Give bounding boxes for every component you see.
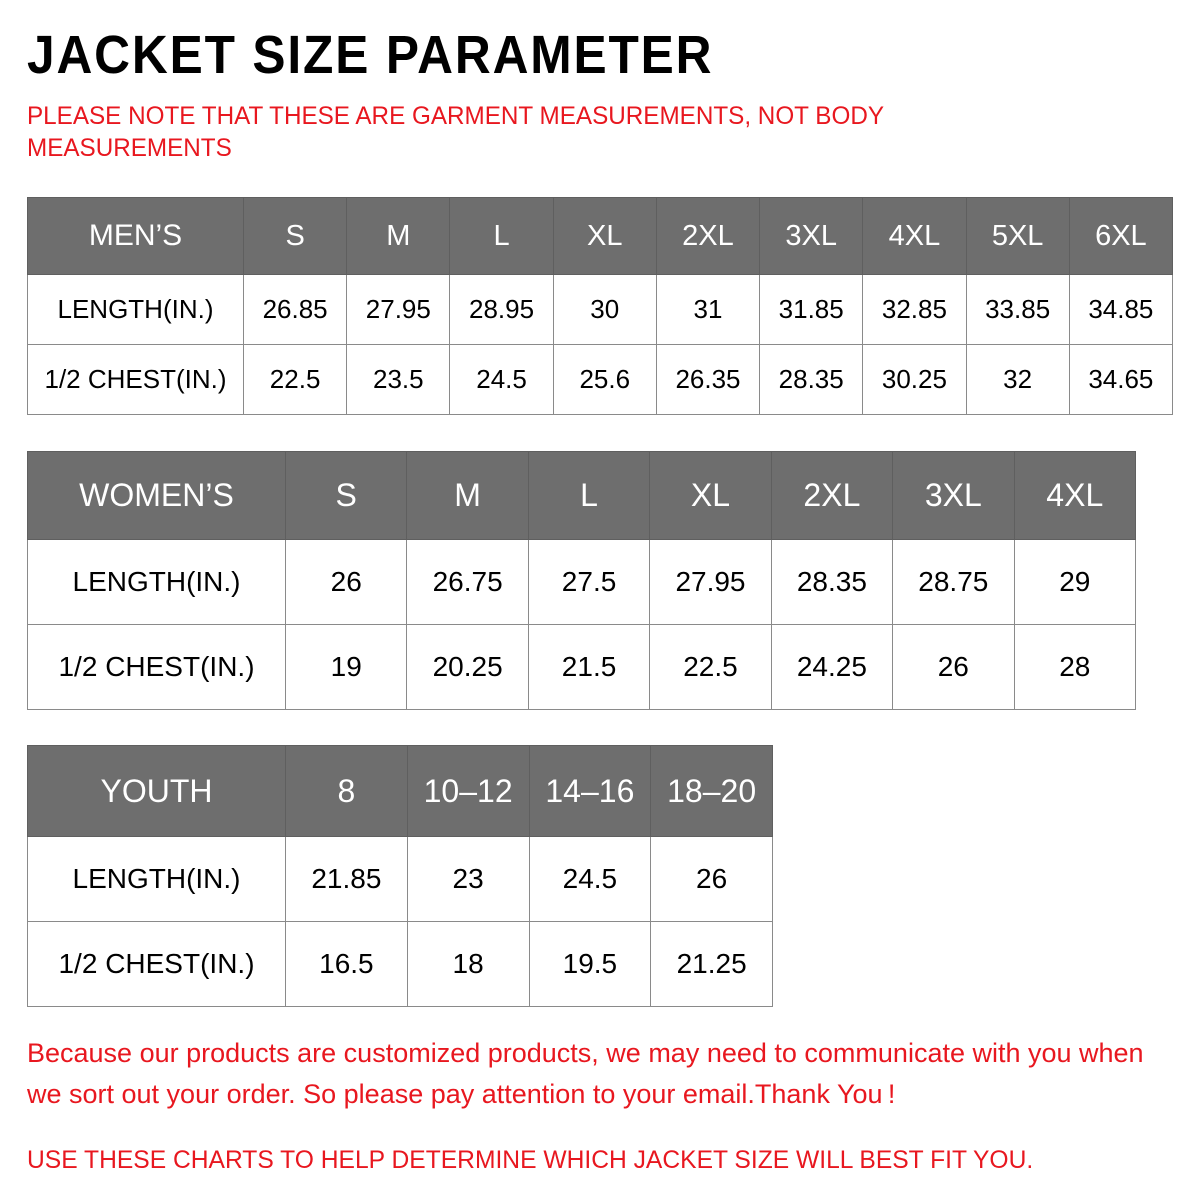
youth-header-row: YOUTH 8 10–12 14–16 18–20 (27, 745, 773, 837)
mens-size-header: S (242, 197, 348, 275)
measurement-cell: 18 (406, 921, 530, 1007)
womens-size-header: 4XL (1013, 451, 1137, 540)
measurement-cell: 28.35 (770, 539, 894, 625)
measurement-cell: 26.85 (242, 274, 348, 345)
measurement-cell: 16.5 (285, 921, 408, 1007)
mens-measurement-label: LENGTH(IN.) (27, 274, 244, 345)
table-row: 1/2 CHEST(IN.) 19 20.25 21.5 22.5 24.25 26 28 (27, 624, 1137, 710)
mens-table-body: LENGTH(IN.) 26.85 27.95 28.95 30 31 31.85 32.85… (27, 274, 1174, 415)
measurement-cell: 23 (406, 836, 530, 922)
womens-size-header: S (284, 451, 408, 540)
measurement-cell: 22.5 (649, 624, 772, 710)
mens-size-header: M (346, 197, 451, 275)
womens-size-table: WOMEN’S S M L XL 2XL 3XL 4XL LENGTH(IN.) 26 26.75… (27, 451, 1137, 710)
measurement-cell: 23.5 (346, 344, 451, 415)
womens-header-row: WOMEN’S S M L XL 2XL 3XL 4XL (27, 451, 1137, 540)
mens-size-header: 5XL (965, 197, 1070, 275)
youth-measurement-label: LENGTH(IN.) (27, 836, 286, 922)
table-row: LENGTH(IN.) 26.85 27.95 28.95 30 31 31.85 32.85… (27, 274, 1174, 345)
customization-note: Because our products are customized prod… (27, 1038, 1144, 1110)
measurement-cell: 21.5 (527, 624, 651, 710)
youth-size-header: 14–16 (528, 745, 652, 837)
womens-size-header: M (406, 451, 529, 540)
mens-measurement-label: 1/2 CHEST(IN.) (27, 344, 244, 415)
measurement-cell: 21.25 (650, 921, 773, 1007)
measurement-cell: 30 (552, 274, 657, 345)
womens-measurement-label: LENGTH(IN.) (27, 539, 286, 625)
measurement-cell: 28.35 (759, 344, 864, 415)
page-title: JACKET SIZE PARAMETER (27, 25, 714, 85)
measurement-cell: 32.85 (862, 274, 967, 345)
measurement-cell: 28.95 (449, 274, 554, 345)
garment-measurement-note: PLEASE NOTE THAT THESE ARE GARMENT MEASU… (27, 102, 884, 162)
youth-size-table: YOUTH 8 10–12 14–16 18–20 LENGTH(IN.) 21.85 23… (27, 745, 773, 1007)
use-charts-note: USE THESE CHARTS TO HELP DETERMINE WHICH… (27, 1146, 1034, 1175)
table-row: LENGTH(IN.) 26 26.75 27.5 27.95 28.35 28.75 29 (27, 539, 1137, 625)
womens-category-header: WOMEN’S (27, 451, 286, 540)
womens-size-header: 2XL (770, 451, 894, 540)
measurement-cell: 26 (892, 624, 1015, 710)
mens-header-row: MEN’S S M L XL 2XL 3XL 4XL 5XL 6XL (27, 197, 1174, 275)
measurement-cell: 27.95 (346, 274, 451, 345)
mens-size-header: 2XL (655, 197, 761, 275)
measurement-cell: 34.85 (1068, 274, 1174, 345)
youth-category-header: YOUTH (27, 745, 286, 837)
measurement-cell: 24.5 (449, 344, 554, 415)
measurement-cell: 28.75 (892, 539, 1015, 625)
measurement-cell: 31.85 (759, 274, 864, 345)
measurement-cell: 27.95 (649, 539, 772, 625)
youth-table-head: YOUTH 8 10–12 14–16 18–20 (27, 745, 773, 837)
womens-size-header: XL (649, 451, 772, 540)
youth-size-header: 10–12 (406, 745, 530, 837)
measurement-cell: 28 (1013, 624, 1137, 710)
youth-table-body: LENGTH(IN.) 21.85 23 24.5 26 1/2 CHEST(IN.) 16… (27, 836, 773, 1007)
womens-size-header: 3XL (892, 451, 1015, 540)
youth-size-header: 8 (285, 745, 408, 837)
womens-table-body: LENGTH(IN.) 26 26.75 27.5 27.95 28.35 28.75 29 1… (27, 539, 1137, 710)
mens-category-header: MEN’S (27, 197, 244, 275)
measurement-cell: 29 (1013, 539, 1137, 625)
youth-size-header: 18–20 (650, 745, 773, 837)
measurement-cell: 31 (655, 274, 761, 345)
mens-size-table: MEN’S S M L XL 2XL 3XL 4XL 5XL 6XL LENGTH(IN.) 26.… (27, 197, 1174, 415)
measurement-cell: 19 (284, 624, 408, 710)
table-row: 1/2 CHEST(IN.) 22.5 23.5 24.5 25.6 26.35 28.35… (27, 344, 1174, 415)
measurement-cell: 26.35 (655, 344, 761, 415)
measurement-cell: 34.65 (1068, 344, 1174, 415)
mens-size-header: XL (552, 197, 657, 275)
womens-size-header: L (527, 451, 651, 540)
measurement-cell: 21.85 (285, 836, 408, 922)
measurement-cell: 24.5 (528, 836, 652, 922)
table-row: LENGTH(IN.) 21.85 23 24.5 26 (27, 836, 773, 922)
measurement-cell: 27.5 (527, 539, 651, 625)
womens-measurement-label: 1/2 CHEST(IN.) (27, 624, 286, 710)
measurement-cell: 32 (965, 344, 1070, 415)
measurement-cell: 33.85 (965, 274, 1070, 345)
measurement-cell: 19.5 (528, 921, 652, 1007)
measurement-cell: 26 (284, 539, 408, 625)
womens-table-head: WOMEN’S S M L XL 2XL 3XL 4XL (27, 451, 1137, 540)
measurement-cell: 20.25 (406, 624, 529, 710)
mens-size-header: 4XL (862, 197, 967, 275)
table-row: 1/2 CHEST(IN.) 16.5 18 19.5 21.25 (27, 921, 773, 1007)
mens-size-header: L (449, 197, 554, 275)
mens-table-head: MEN’S S M L XL 2XL 3XL 4XL 5XL 6XL (27, 197, 1174, 275)
measurement-cell: 30.25 (862, 344, 967, 415)
measurement-cell: 26 (650, 836, 773, 922)
mens-size-header: 6XL (1068, 197, 1174, 275)
measurement-cell: 25.6 (552, 344, 657, 415)
mens-size-header: 3XL (759, 197, 864, 275)
youth-measurement-label: 1/2 CHEST(IN.) (27, 921, 286, 1007)
measurement-cell: 22.5 (242, 344, 348, 415)
measurement-cell: 24.25 (770, 624, 894, 710)
measurement-cell: 26.75 (406, 539, 529, 625)
